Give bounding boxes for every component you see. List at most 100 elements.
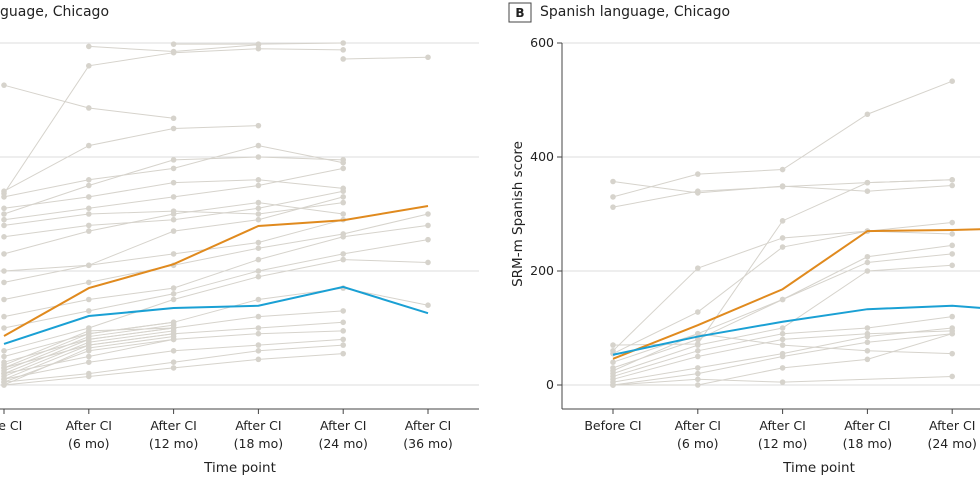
individual-point: [170, 251, 177, 257]
panel-a-title: guage, Chicago: [0, 4, 109, 20]
individual-point: [949, 78, 955, 84]
individual-point: [695, 348, 701, 354]
individual-point: [425, 54, 431, 61]
individual-line: [3, 259, 429, 352]
individual-point: [610, 382, 616, 388]
individual-point: [864, 348, 871, 354]
individual-point: [340, 256, 347, 263]
individual-point: [779, 365, 786, 371]
panel-b-x-axis-label: Time point: [782, 460, 855, 476]
individual-point: [425, 259, 431, 266]
individual-point: [695, 309, 701, 315]
x-tick-label: After CI: [929, 418, 975, 433]
individual-point: [255, 211, 262, 217]
individual-point: [695, 188, 701, 194]
x-tick-label: Before CI: [584, 418, 641, 433]
individual-point: [610, 194, 616, 200]
individual-point: [170, 228, 177, 234]
individual-point: [1, 251, 7, 257]
individual-point: [340, 188, 347, 194]
individual-point: [864, 325, 871, 331]
individual-point: [86, 353, 92, 360]
individual-point: [255, 216, 262, 223]
individual-point: [949, 231, 955, 237]
individual-point: [1, 205, 7, 212]
individual-point: [695, 336, 701, 343]
individual-point: [610, 367, 616, 374]
individual-point: [610, 359, 616, 366]
individual-point: [779, 379, 786, 385]
x-tick-label: After CI: [320, 418, 366, 433]
individual-point: [340, 40, 347, 46]
panel-a-x-axis-label: Time point: [203, 460, 276, 476]
individual-point: [864, 111, 871, 118]
individual-point: [779, 325, 786, 331]
individual-point: [610, 342, 616, 348]
individual-point: [695, 265, 701, 271]
individual-point: [779, 336, 786, 343]
individual-point: [86, 296, 92, 303]
individual-line: [3, 48, 344, 194]
individual-point: [255, 122, 262, 129]
individual-line: [3, 156, 344, 215]
individual-point: [170, 348, 177, 354]
individual-point: [864, 253, 871, 260]
individual-point: [170, 365, 177, 371]
individual-point: [255, 154, 262, 160]
individual-point: [170, 285, 177, 291]
individual-point: [340, 308, 347, 314]
individual-point: [949, 177, 955, 183]
individual-point: [255, 348, 262, 354]
individual-point: [170, 165, 177, 172]
individual-point: [170, 157, 177, 163]
individual-point: [86, 194, 92, 200]
individual-point: [340, 56, 347, 62]
individual-point: [864, 333, 871, 340]
individual-point: [864, 259, 871, 266]
x-tick-label: (6 mo): [677, 436, 719, 451]
individual-point: [340, 47, 347, 53]
x-tick-label: After CI: [235, 418, 281, 433]
orange-summary-line: [612, 228, 980, 360]
individual-point: [864, 268, 871, 274]
individual-point: [170, 296, 177, 303]
individual-line: [3, 196, 344, 272]
blue-summary-line: [3, 285, 429, 345]
individual-point: [1, 373, 7, 380]
individual-line: [3, 213, 429, 300]
individual-point: [255, 268, 262, 274]
individual-line: [3, 125, 259, 192]
panel-b-letter: B: [515, 6, 524, 20]
individual-point: [340, 157, 347, 163]
individual-point: [86, 359, 92, 366]
panel-b-title: Spanish language, Chicago: [540, 4, 730, 20]
individual-point: [255, 41, 262, 47]
individual-point: [86, 373, 92, 380]
individual-point: [86, 333, 92, 340]
individual-point: [695, 171, 701, 177]
individual-point: [610, 204, 616, 210]
individual-point: [170, 115, 177, 122]
individual-point: [170, 216, 177, 223]
individual-point: [340, 319, 347, 326]
individual-point: [86, 222, 92, 229]
individual-point: [170, 179, 177, 186]
x-tick-label: (6 mo): [68, 436, 110, 451]
individual-point: [255, 273, 262, 280]
individual-line: [612, 375, 953, 386]
individual-point: [949, 350, 955, 357]
individual-point: [86, 339, 92, 346]
individual-point: [949, 373, 955, 380]
blue-summary-line: [612, 304, 980, 356]
individual-point: [1, 279, 7, 286]
x-tick-label: (24 mo): [927, 436, 976, 451]
x-tick-label: After CI: [759, 418, 805, 433]
individual-line: [612, 80, 953, 198]
individual-point: [255, 313, 262, 320]
individual-line: [3, 239, 429, 329]
individual-point: [340, 211, 347, 217]
individual-point: [255, 205, 262, 212]
individual-point: [1, 194, 7, 200]
individual-point: [170, 125, 177, 132]
